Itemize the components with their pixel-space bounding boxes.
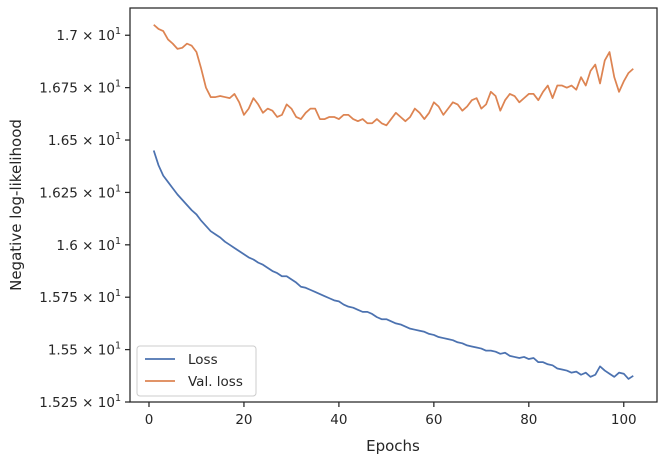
y-axis: 1.525 × 101 1.55 × 101 1.575 × 101 1.6 × 10… [39,26,130,411]
legend: Loss Val. loss [136,345,257,397]
x-axis-label: Epochs [366,437,420,455]
x-tick-label: 60 [425,412,442,428]
legend-label-val-loss: Val. loss [188,374,243,390]
x-axis: 0 20 40 60 80 100 [145,402,637,428]
x-tick-label: 80 [520,412,537,428]
x-tick-label: 0 [145,412,154,428]
y-tick-label: 1.675 × 101 [39,79,121,97]
series-line-val-loss [153,24,634,127]
y-axis-label: Negative log-likelihood [7,119,25,291]
legend-label-loss: Loss [188,352,218,368]
y-tick-label: 1.6 × 101 [56,236,121,254]
y-tick-label: 1.625 × 101 [39,183,121,201]
y-tick-label: 1.575 × 101 [39,288,121,306]
axes-frame [129,7,658,403]
y-tick-label: 1.55 × 101 [48,341,121,359]
x-tick-label: 100 [611,412,637,428]
plot-area [152,24,634,380]
x-tick-label: 40 [330,412,347,428]
x-tick-label: 20 [235,412,252,428]
y-tick-label: 1.525 × 101 [39,393,121,411]
y-tick-label: 1.65 × 101 [48,131,121,149]
series-line-loss [152,150,634,380]
y-tick-label: 1.7 × 101 [56,26,121,44]
